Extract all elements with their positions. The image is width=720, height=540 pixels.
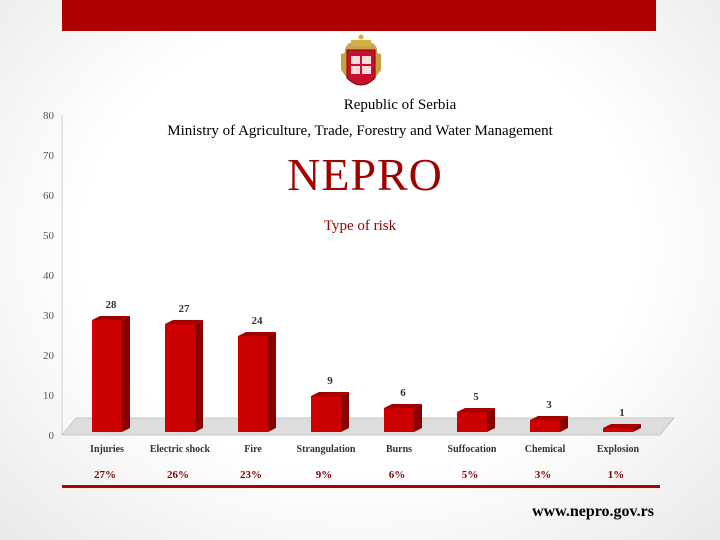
data-label: 27 [179,303,191,315]
bar-top [603,424,641,428]
bar [603,424,641,432]
percentage-label: 1% [608,469,625,481]
bar-top [311,392,349,396]
percentage-labels: 27% 26% 23% 9% 6% 5% 3% 1% [94,469,624,481]
category-label: Burns [386,444,412,455]
bar-front [311,396,341,432]
data-label: 28 [106,299,118,311]
bar-side [341,392,349,432]
y-axis: 0 10 20 30 40 50 60 70 80 [43,110,63,442]
top-accent-bar [62,0,656,31]
bar [530,416,568,432]
category-label: Chemical [525,444,566,455]
bar-top [92,316,130,320]
bar-front [92,320,122,432]
data-label: 24 [252,315,264,327]
y-tick-label: 70 [43,150,55,162]
ministry-name: Ministry of Agriculture, Trade, Forestry… [167,123,553,139]
bar-front [238,336,268,432]
chart-floor-plane [60,417,676,436]
bar-top [384,404,422,408]
percentage-label: 9% [316,469,333,481]
bar-side [268,332,276,432]
percentage-label: 6% [389,469,406,481]
percentage-label: 26% [167,469,189,481]
y-tick-label: 40 [43,270,55,282]
percentage-label: 27% [94,469,116,481]
percentage-label: 3% [535,469,552,481]
category-label: Injuries [90,444,124,455]
bar-top [165,320,203,324]
bar-front [165,324,195,432]
chart-floor [60,417,676,436]
bar [92,316,130,432]
bar-front [457,412,487,432]
serbia-coat-of-arms-icon [341,34,381,86]
bar-side [560,416,568,432]
country-name: Republic of Serbia [343,97,457,113]
data-label: 1 [619,407,625,419]
bar [238,332,276,432]
bar-side [487,408,495,432]
bar [311,392,349,432]
percentage-label: 23% [240,469,262,481]
bar-chart: 0 10 20 30 40 50 60 70 80 28 27 24 9 6 5 3 1 Injuries El… [43,110,676,481]
category-label: Fire [244,444,262,455]
bar [165,320,203,432]
y-tick-label: 50 [43,230,55,242]
bar-side [195,320,203,432]
y-tick-label: 20 [43,350,55,362]
bar [457,408,495,432]
percentage-rule [62,485,660,488]
y-tick-label: 30 [43,310,55,322]
y-tick-label: 60 [43,190,55,202]
data-label: 9 [327,375,333,387]
bar-side [414,404,422,432]
bar-front [530,420,560,432]
y-tick-label: 10 [43,390,55,402]
data-label: 5 [473,391,479,403]
category-label: Suffocation [448,444,497,455]
data-labels: 28 27 24 9 6 5 3 1 [106,299,625,419]
bars [92,316,641,432]
category-labels: Injuries Electric shock Fire Strangulation B… [90,444,640,455]
bar-front [603,428,633,432]
data-label: 3 [546,399,552,411]
y-tick-label: 80 [43,110,55,122]
brand-title: NEPRO [287,149,443,200]
category-label: Explosion [597,444,640,455]
bar-front [384,408,414,432]
bar-side [633,424,641,432]
bar-top [530,416,568,420]
category-label: Strangulation [297,444,356,455]
bar-top [457,408,495,412]
bar-top [238,332,276,336]
category-label: Electric shock [150,444,211,455]
percentage-label: 5% [462,469,479,481]
chart-title: Type of risk [323,218,397,234]
bar [384,404,422,432]
website-link[interactable]: www.nepro.gov.rs [532,503,654,520]
y-tick-label: 0 [49,430,55,442]
bar-side [122,316,130,432]
data-label: 6 [400,387,406,399]
